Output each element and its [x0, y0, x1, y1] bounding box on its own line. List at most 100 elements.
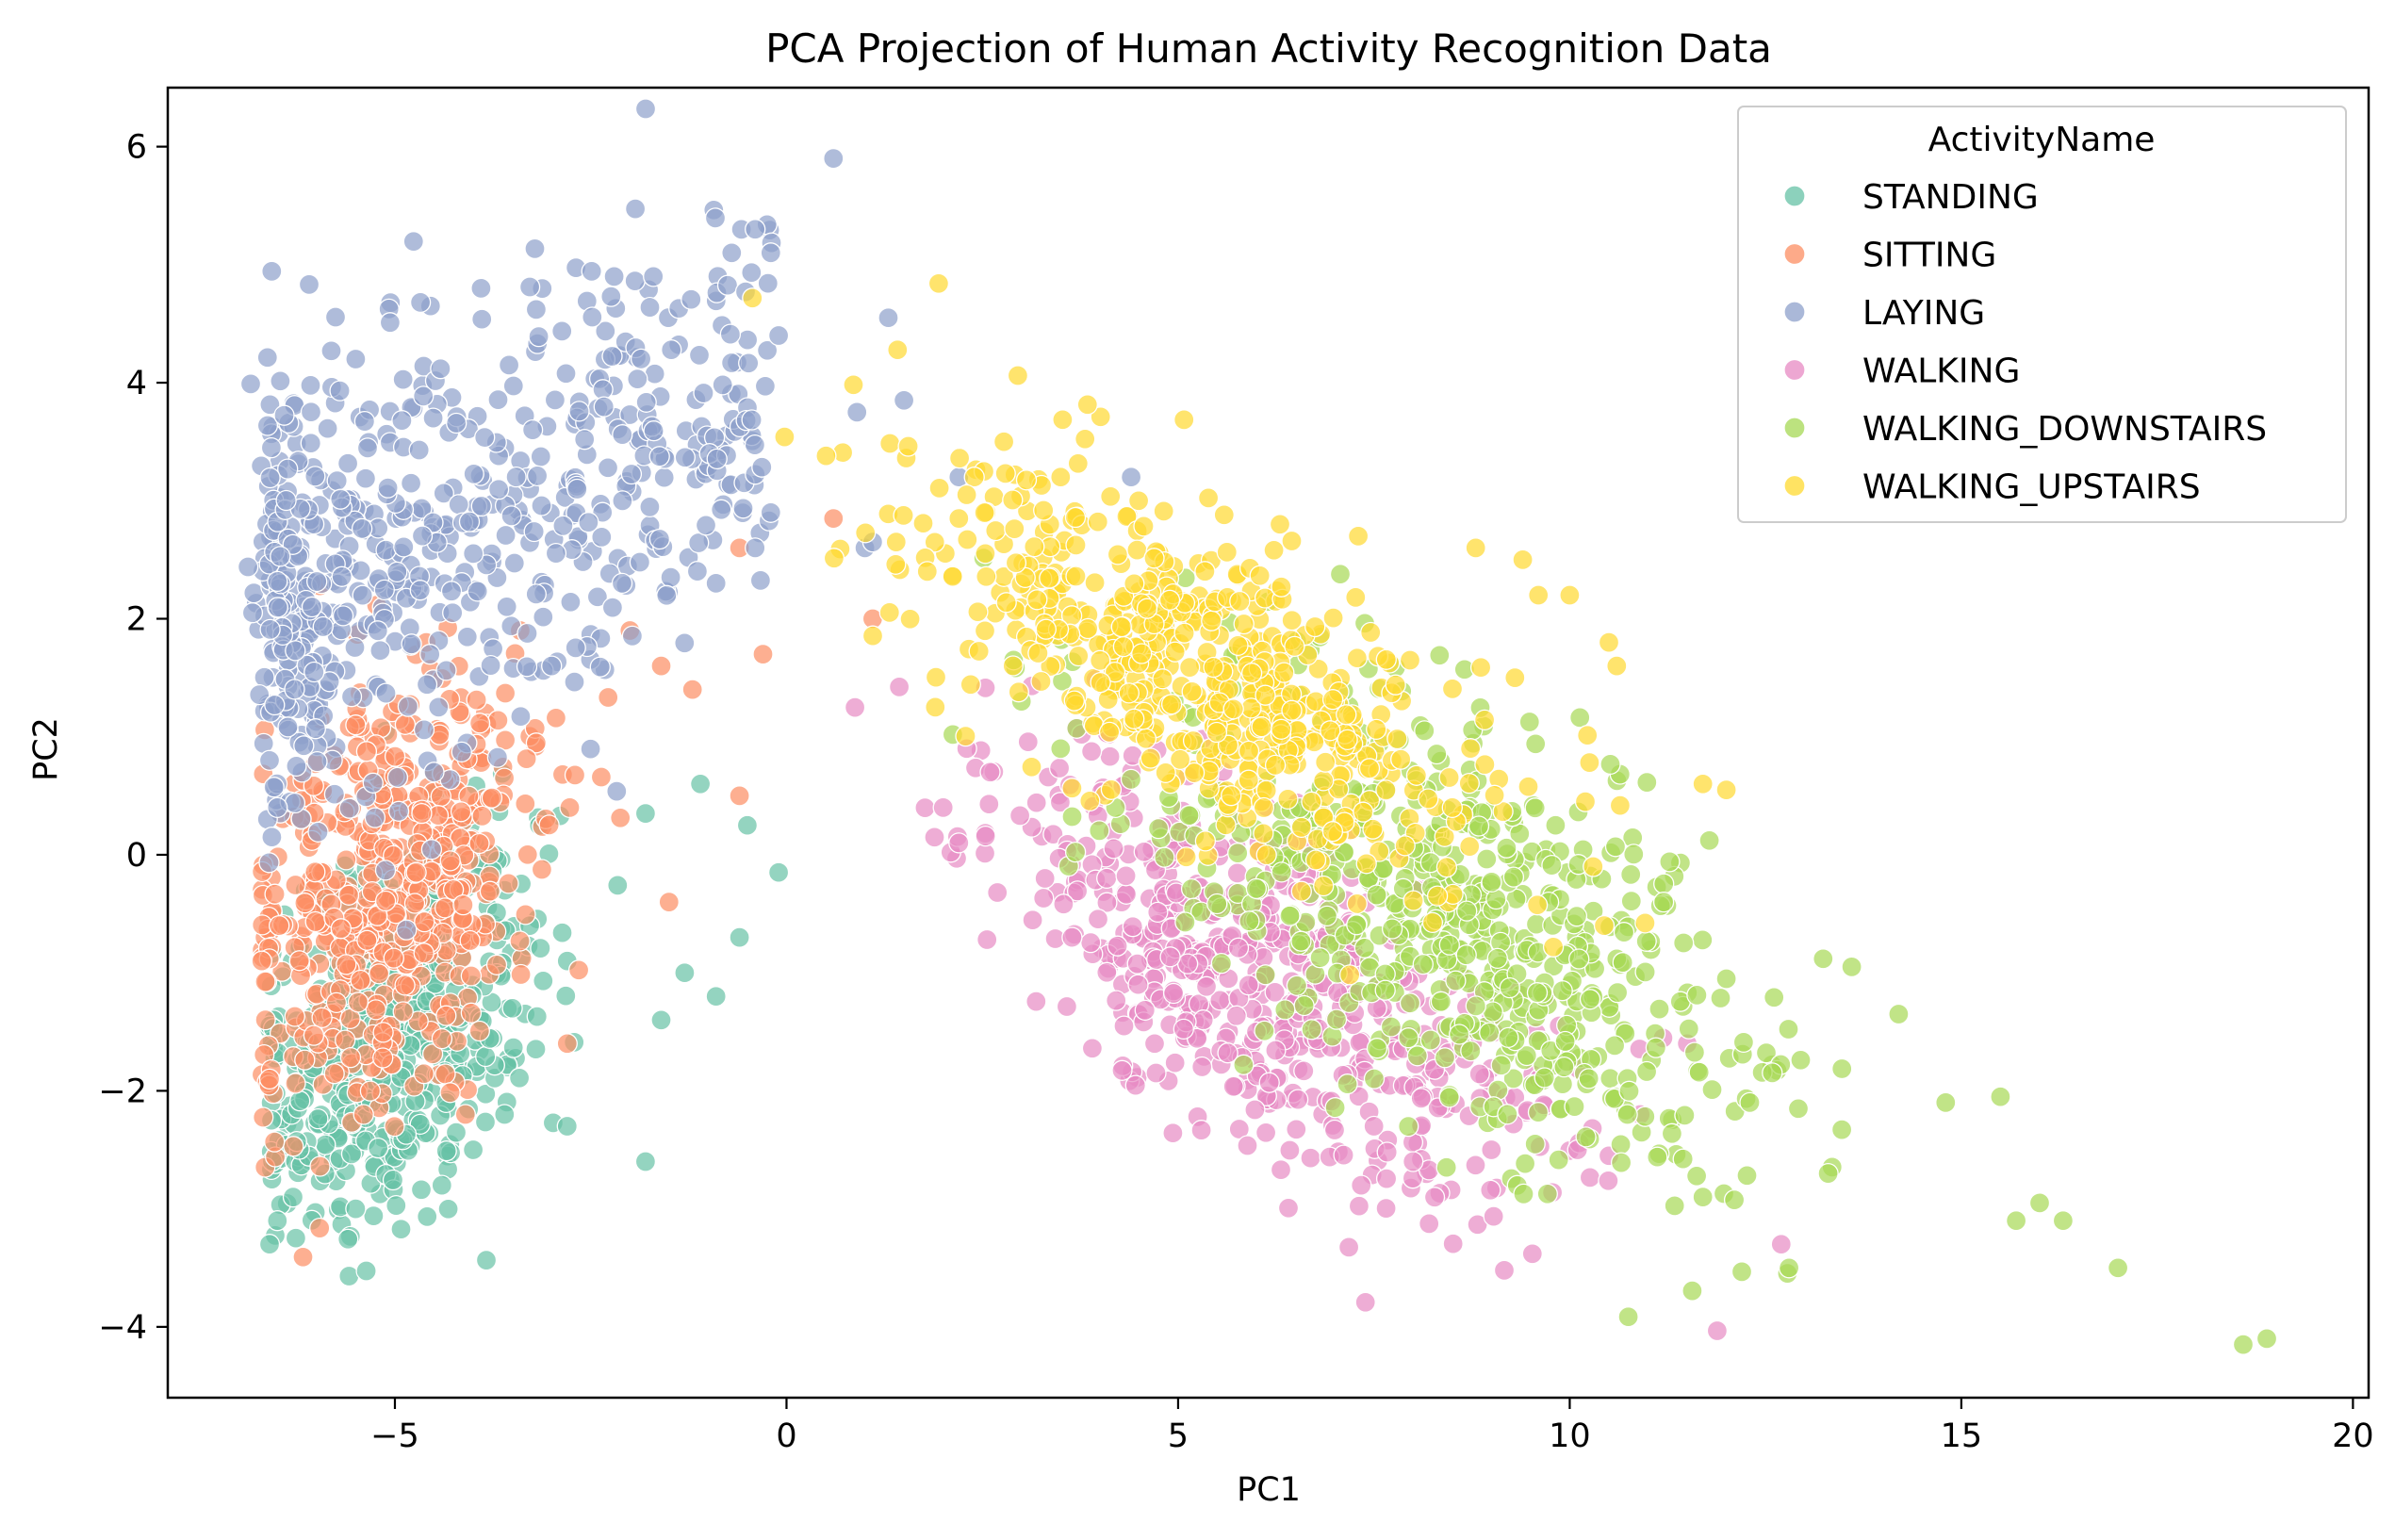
data-point	[545, 707, 567, 729]
data-point	[1251, 716, 1272, 738]
data-point	[1935, 1091, 1957, 1114]
data-point	[1459, 835, 1481, 858]
axes-frame	[166, 86, 2370, 1400]
data-point	[1120, 467, 1142, 488]
data-point	[450, 801, 472, 823]
data-point	[1410, 1088, 1432, 1109]
data-point	[912, 513, 934, 534]
data-point	[560, 591, 582, 613]
data-point	[555, 985, 577, 1007]
data-point	[1279, 1139, 1301, 1161]
data-point	[1087, 511, 1108, 532]
data-point	[1221, 785, 1242, 807]
data-point	[1787, 1098, 1810, 1120]
data-point	[270, 370, 291, 392]
data-point	[1255, 684, 1276, 706]
data-point	[1375, 779, 1397, 801]
data-point	[1398, 1115, 1419, 1138]
data-point	[1307, 658, 1329, 680]
data-point	[285, 1073, 306, 1094]
data-point	[567, 959, 590, 981]
data-point	[526, 465, 549, 487]
data-point	[1052, 409, 1074, 431]
data-point	[475, 1045, 497, 1068]
data-point	[304, 466, 326, 487]
data-point	[1526, 982, 1549, 1004]
data-point	[1429, 645, 1451, 666]
data-point	[1403, 890, 1424, 911]
data-point	[409, 580, 431, 601]
data-point	[1033, 887, 1055, 909]
data-point	[1217, 1042, 1239, 1064]
data-point	[1265, 1040, 1287, 1061]
data-point	[428, 696, 450, 718]
data-point	[823, 507, 845, 530]
data-point	[1286, 1119, 1307, 1140]
data-point	[344, 636, 366, 659]
data-point	[1293, 994, 1315, 1017]
data-point	[1386, 728, 1408, 750]
data-point	[979, 762, 1001, 783]
data-point	[1351, 1174, 1372, 1196]
data-point	[264, 883, 286, 905]
data-point	[1606, 655, 1628, 677]
data-point	[405, 861, 427, 883]
data-point	[736, 814, 759, 836]
data-point	[601, 597, 624, 618]
data-point	[385, 1194, 407, 1217]
data-point	[1493, 1259, 1516, 1282]
data-point	[948, 507, 970, 530]
data-point	[1048, 757, 1071, 779]
data-point	[1076, 394, 1098, 416]
data-point	[1831, 1057, 1853, 1080]
data-point	[1227, 937, 1250, 958]
data-point	[1153, 500, 1174, 522]
data-point	[419, 644, 441, 665]
data-point	[1143, 548, 1165, 569]
y-tick-label: 2	[126, 601, 147, 639]
data-point	[893, 389, 915, 411]
data-point	[653, 467, 675, 488]
data-point	[1089, 820, 1110, 842]
data-point	[1620, 890, 1642, 912]
data-point	[1398, 1027, 1419, 1049]
data-point	[1191, 1056, 1213, 1078]
data-point	[1830, 1119, 1853, 1140]
data-point	[695, 515, 717, 536]
data-point	[1240, 663, 1263, 684]
data-point	[1476, 848, 1498, 870]
data-point	[634, 802, 657, 825]
data-point	[1484, 784, 1505, 806]
data-point	[897, 435, 919, 457]
data-point	[1174, 911, 1196, 933]
data-point	[967, 601, 989, 623]
data-point	[976, 565, 997, 587]
data-point	[324, 306, 347, 328]
data-point	[1002, 489, 1024, 511]
data-point	[368, 1137, 389, 1159]
chart-title: PCA Projection of Human Activity Recogni…	[765, 25, 1772, 72]
data-point	[1763, 987, 1785, 1008]
data-point	[1008, 681, 1029, 703]
data-point	[1521, 1243, 1543, 1265]
data-point	[505, 466, 527, 488]
data-point	[1162, 1122, 1184, 1144]
data-point	[1635, 1060, 1658, 1083]
data-point	[681, 288, 702, 310]
data-point	[408, 439, 430, 461]
data-point	[893, 504, 914, 527]
data-point	[1322, 607, 1344, 629]
data-point	[1255, 779, 1277, 801]
data-point	[1115, 865, 1137, 887]
data-point	[1061, 778, 1083, 799]
data-point	[1081, 1038, 1104, 1059]
data-point	[861, 625, 884, 647]
data-point	[1160, 694, 1183, 715]
data-point	[1229, 590, 1251, 613]
data-point	[751, 456, 773, 478]
data-point	[610, 807, 632, 828]
data-point	[354, 467, 377, 489]
data-point	[574, 429, 596, 451]
data-point	[885, 531, 907, 553]
